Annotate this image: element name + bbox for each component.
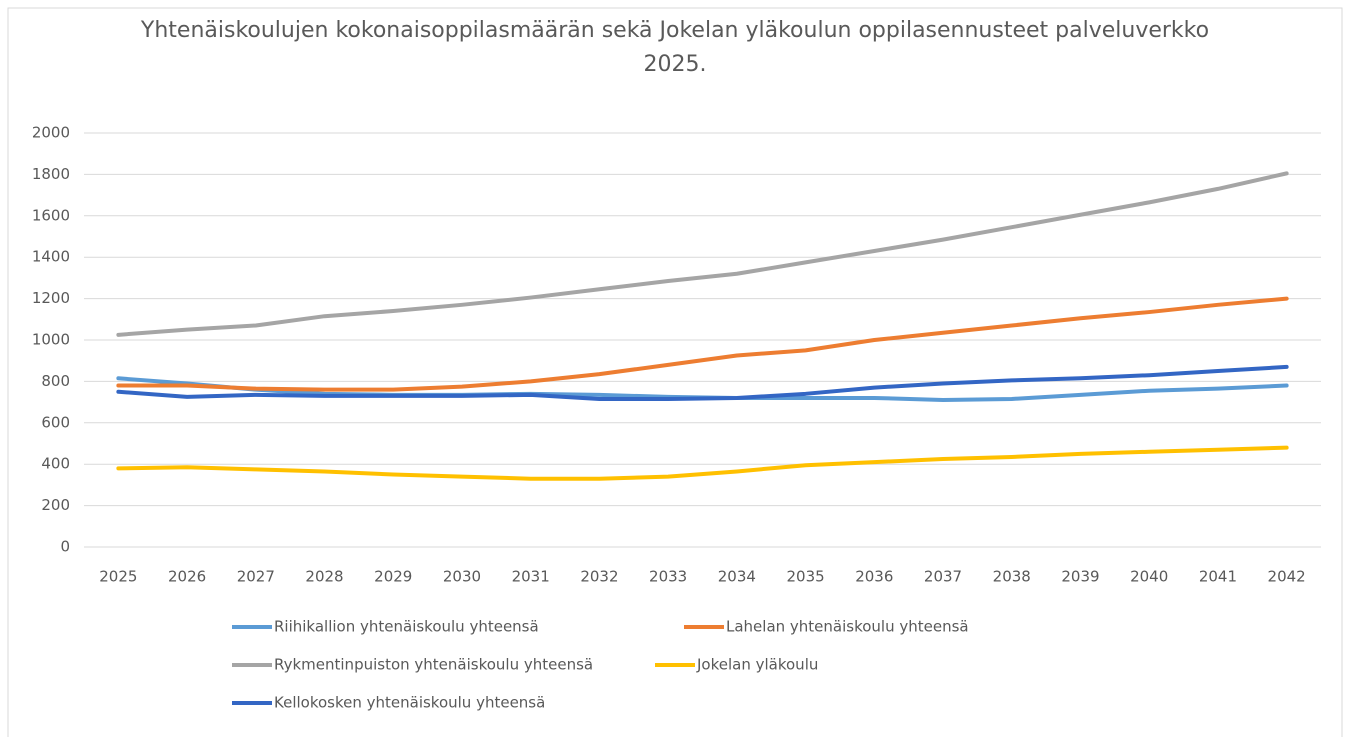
line-series [116,296,1289,392]
y-tick-label: 600 [41,413,70,431]
y-tick-label: 1600 [32,206,70,224]
x-tick-label: 2037 [924,568,962,586]
x-tick-label: 2039 [1061,568,1099,586]
x-tick-label: 2040 [1130,568,1168,586]
legend-label: Jokelan yläkoulu [696,656,818,674]
y-tick-label: 800 [41,372,70,390]
y-tick-label: 0 [60,538,70,556]
legend-label: Lahelan yhtenäiskoulu yhteensä [726,618,969,636]
y-tick-label: 2000 [32,124,70,142]
x-tick-label: 2031 [512,568,550,586]
y-tick-label: 400 [41,455,70,473]
y-tick-label: 1400 [32,248,70,266]
x-tick-label: 2030 [443,568,481,586]
x-tick-label: 2033 [649,568,687,586]
x-tick-label: 2026 [168,568,206,586]
chart-border [7,7,1343,737]
line-series [116,445,1289,481]
legend-label: Riihikallion yhtenäiskoulu yhteensä [274,618,539,636]
y-tick-label: 1800 [32,165,70,183]
line-series [116,364,1289,401]
chart-title: Yhtenäiskoulujen kokonaisoppilasmäärän s… [140,18,1210,77]
x-tick-label: 2028 [305,568,343,586]
x-tick-label: 2035 [786,568,824,586]
x-tick-label: 2025 [99,568,137,586]
legend-label: Rykmentinpuiston yhtenäiskoulu yhteensä [274,656,593,674]
x-tick-label: 2041 [1199,568,1237,586]
x-tick-label: 2029 [374,568,412,586]
x-tick-label: 2036 [855,568,893,586]
x-tick-label: 2027 [237,568,275,586]
x-tick-label: 2032 [580,568,618,586]
y-tick-label: 200 [41,496,70,514]
line-series [116,171,1289,337]
legend-label: Kellokosken yhtenäiskoulu yhteensä [274,694,545,712]
y-tick-label: 1200 [32,289,70,307]
x-tick-label: 2034 [718,568,756,586]
y-tick-label: 1000 [32,331,70,349]
x-tick-label: 2042 [1268,568,1306,586]
x-tick-label: 2038 [993,568,1031,586]
